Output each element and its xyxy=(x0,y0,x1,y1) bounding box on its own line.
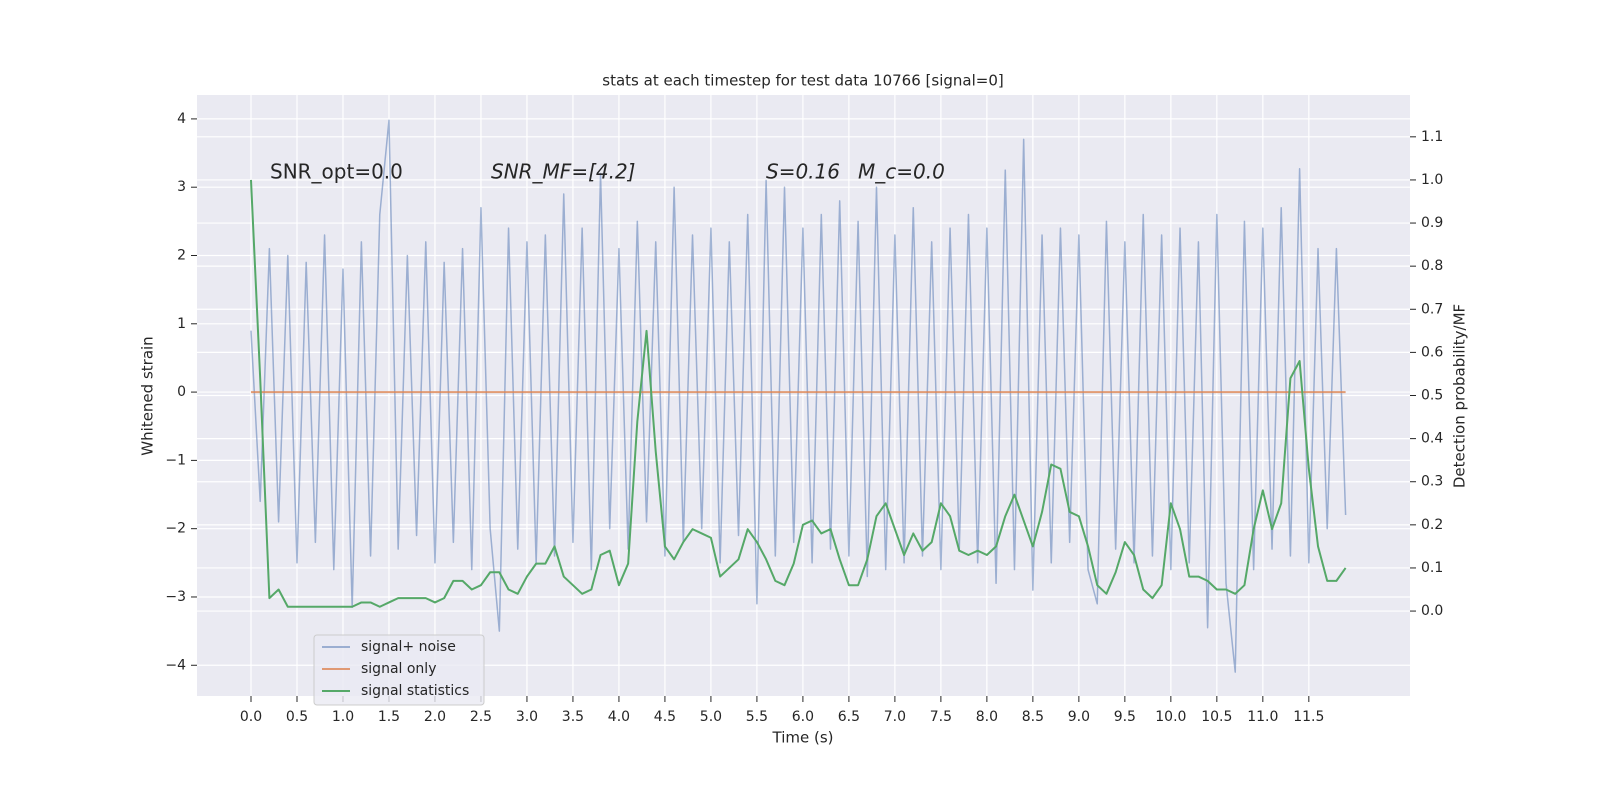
x-tick-label: 0.5 xyxy=(286,709,308,725)
y2-tick-label: 1.0 xyxy=(1421,172,1443,188)
legend-box xyxy=(313,634,485,706)
x-tick-label: 7.5 xyxy=(930,709,952,725)
x-tick-label: 2.0 xyxy=(424,709,446,725)
y-tick-label: −4 xyxy=(165,657,186,673)
y2-tick-label: 0.1 xyxy=(1421,560,1443,576)
x-tick-label: 5.5 xyxy=(746,709,768,725)
annotation: SNR_opt=0.0 xyxy=(270,160,403,184)
chart-title: stats at each timestep for test data 107… xyxy=(602,72,1003,90)
annotation: S=0.16 xyxy=(766,160,840,184)
x-tick-label: 6.5 xyxy=(838,709,860,725)
x-tick-label: 1.0 xyxy=(332,709,354,725)
grid xyxy=(191,95,1416,702)
x-tick-label: 1.5 xyxy=(378,709,400,725)
x-tick-label: 8.5 xyxy=(1022,709,1044,725)
x-tick-label: 10.5 xyxy=(1201,709,1232,725)
annotation: M_c=0.0 xyxy=(858,160,945,184)
legend-label: signal only xyxy=(361,661,436,677)
y2-tick-label: 0.3 xyxy=(1421,474,1443,490)
legend-label: signal+ noise xyxy=(361,639,456,655)
y2-tick-label: 0.8 xyxy=(1421,258,1443,274)
y2-tick-label: 1.1 xyxy=(1421,129,1443,145)
y2-tick-label: 0.9 xyxy=(1421,215,1443,231)
y2-axis-label: Detection probability/MF xyxy=(1451,304,1469,488)
x-tick-label: 2.5 xyxy=(470,709,492,725)
y-tick-label: −3 xyxy=(165,589,186,605)
y-tick-label: −2 xyxy=(165,521,186,537)
x-tick-label: 7.0 xyxy=(884,709,906,725)
labels: 0.0 0.5 1.0 1.5 2.0 2.5 3.0 3.5 4.0 4.5 5.0 5.5 6.0 6… xyxy=(165,111,1443,725)
y-tick-label: 0 xyxy=(177,384,186,400)
x-tick-label: 11.5 xyxy=(1293,709,1324,725)
x-tick-label: 3.5 xyxy=(562,709,584,725)
y2-tick-label: 0.6 xyxy=(1421,344,1443,360)
x-tick-label: 6.0 xyxy=(792,709,814,725)
y2-tick-label: 0.5 xyxy=(1421,388,1443,404)
y-tick-label: 4 xyxy=(177,111,186,127)
y-tick-label: 2 xyxy=(177,247,186,263)
series-line xyxy=(249,179,1347,608)
x-tick-label: 9.0 xyxy=(1068,709,1090,725)
y2-tick-label: 0.4 xyxy=(1421,431,1443,447)
x-tick-label: 3.0 xyxy=(516,709,538,725)
y-tick-label: −1 xyxy=(165,452,186,468)
x-tick-label: 0.0 xyxy=(240,709,262,725)
x-axis-label: Time (s) xyxy=(772,729,834,747)
x-tick-label: 4.5 xyxy=(654,709,676,725)
y2-tick-label: 0.2 xyxy=(1421,517,1443,533)
x-tick-label: 5.0 xyxy=(700,709,722,725)
x-tick-label: 10.0 xyxy=(1155,709,1186,725)
y2-tick-label: 0.7 xyxy=(1421,301,1443,317)
x-tick-label: 11.0 xyxy=(1247,709,1278,725)
x-tick-label: 4.0 xyxy=(608,709,630,725)
x-tick-label: 8.0 xyxy=(976,709,998,725)
series-line xyxy=(250,119,1347,673)
y-axis-label: Whitened strain xyxy=(139,336,157,455)
y-tick-label: 3 xyxy=(177,179,186,195)
annotation: SNR_MF=[4.2] xyxy=(491,160,635,184)
y2-tick-label: 0.0 xyxy=(1421,603,1443,619)
x-tick-label: 9.5 xyxy=(1114,709,1136,725)
legend-label: signal statistics xyxy=(361,683,469,699)
y-tick-label: 1 xyxy=(177,316,186,332)
legend: signal+ noise signal only signal statistic… xyxy=(313,634,485,706)
marks xyxy=(249,119,1347,673)
